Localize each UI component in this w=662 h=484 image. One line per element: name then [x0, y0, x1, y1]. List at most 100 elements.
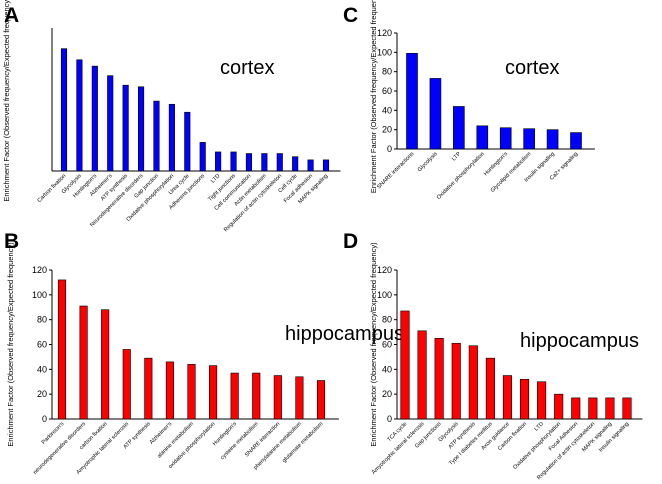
y-tick-label: 80 — [37, 315, 47, 325]
bar — [101, 309, 110, 420]
bar — [605, 397, 615, 420]
y-tick-label: 80 — [382, 67, 392, 77]
bar — [468, 345, 478, 420]
bar — [276, 153, 283, 172]
x-tick-label: Glycolipid metabolism — [490, 151, 533, 194]
region-annotation: hippocampus — [285, 323, 404, 345]
y-tick-label: 100 — [377, 290, 392, 300]
x-tick-label: Oxidative phosphorylation — [436, 151, 486, 201]
bar — [252, 372, 261, 420]
bar — [499, 127, 512, 150]
bar — [485, 357, 495, 420]
y-axis-title: Enrichment Factor (Observed frequency/Ex… — [369, 242, 378, 447]
y-tick-label: 40 — [37, 364, 47, 374]
bar — [230, 372, 239, 420]
bar — [322, 159, 330, 172]
y-axis-title: Enrichment Factor (Observed frequency/Ex… — [369, 0, 378, 193]
panel-letter: D — [343, 230, 358, 253]
bar — [91, 65, 98, 172]
y-tick-label: 40 — [382, 105, 392, 115]
y-tick-label: 20 — [382, 389, 392, 399]
y-tick-label: 60 — [37, 340, 47, 350]
bar — [307, 159, 314, 172]
y-tick-label: 0 — [387, 144, 392, 154]
y-tick-label: 100 — [32, 290, 47, 300]
bar — [79, 305, 88, 420]
bar — [122, 84, 129, 172]
x-tick-label: LTP — [451, 151, 462, 162]
bar — [295, 376, 304, 420]
bar — [76, 59, 83, 172]
bar — [273, 375, 282, 420]
bar — [144, 357, 153, 420]
y-tick-label: 0 — [387, 414, 392, 424]
y-tick-label: 60 — [382, 340, 392, 350]
bar — [209, 365, 218, 420]
bar — [165, 361, 174, 420]
x-tick-label: oxidative phosphorylation — [168, 421, 217, 470]
y-tick-label: 120 — [32, 265, 47, 275]
bar — [316, 380, 326, 420]
bar — [451, 342, 461, 420]
bar — [476, 125, 489, 150]
bar — [400, 310, 410, 420]
bar — [571, 397, 581, 420]
bar — [199, 142, 206, 172]
bar — [292, 156, 299, 172]
bar — [434, 337, 444, 420]
bar — [406, 52, 418, 150]
bar — [417, 330, 427, 420]
x-tick-label: LTD — [210, 173, 221, 184]
bar — [546, 129, 559, 150]
bar — [60, 48, 68, 172]
bar — [184, 111, 191, 172]
bar — [138, 86, 145, 172]
y-tick-label: 120 — [377, 265, 392, 275]
bar — [107, 75, 114, 172]
bar — [537, 381, 547, 420]
bar — [57, 279, 67, 420]
y-tick-label: 40 — [382, 364, 392, 374]
region-annotation: hippocampus — [520, 330, 639, 352]
bar — [502, 375, 513, 420]
y-tick-label: 120 — [377, 28, 392, 38]
y-tick-label: 20 — [37, 389, 47, 399]
bar — [588, 397, 598, 420]
panel-letter: A — [4, 4, 19, 27]
panel-letter: C — [343, 4, 358, 27]
y-axis-title: Enrichment Factor (Observed frequency/Ex… — [2, 0, 11, 202]
bar — [245, 153, 252, 172]
y-tick-label: 60 — [382, 86, 392, 96]
bar — [230, 151, 237, 172]
bar — [215, 151, 222, 172]
y-tick-label: 100 — [377, 47, 392, 57]
x-tick-label: LTD — [534, 421, 545, 432]
bar — [453, 106, 465, 150]
y-tick-label: 0 — [42, 414, 47, 424]
y-tick-label: 80 — [382, 315, 392, 325]
x-tick-label: SNARE interactions — [376, 151, 415, 190]
bar — [570, 132, 582, 150]
y-axis-title: Enrichment Factor (Observed frequency/Ex… — [6, 242, 15, 447]
region-annotation: cortex — [505, 57, 559, 79]
bar — [523, 128, 535, 150]
y-tick-label: 20 — [382, 125, 392, 135]
bar — [519, 378, 530, 420]
bar — [622, 397, 632, 420]
bar — [153, 100, 160, 172]
bar — [429, 78, 442, 150]
bar — [187, 364, 196, 420]
panel-letter: B — [4, 230, 19, 253]
x-tick-label: glutamate metabolism — [281, 421, 324, 464]
bar — [261, 153, 268, 172]
x-tick-label: Glycolysis — [417, 151, 439, 173]
x-tick-label: cysteine metabolism — [220, 421, 260, 461]
bar — [168, 103, 175, 172]
region-annotation: cortex — [220, 57, 274, 79]
bar — [554, 393, 564, 420]
bar — [122, 349, 131, 420]
